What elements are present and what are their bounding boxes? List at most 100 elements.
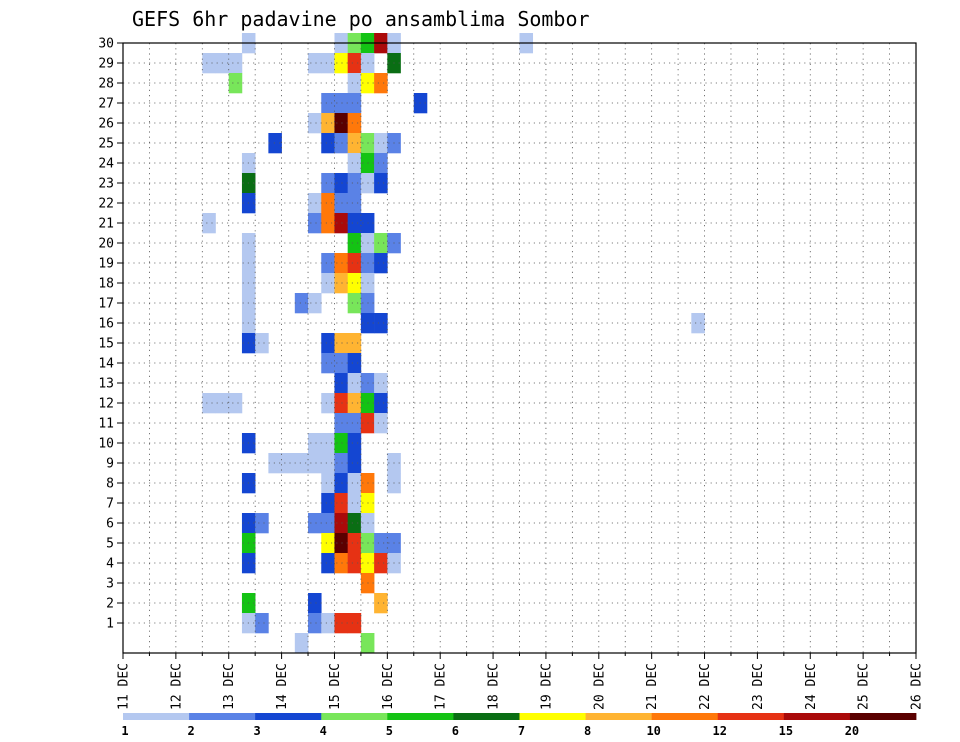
heatmap-cell — [321, 473, 335, 494]
heatmap-cell — [255, 613, 269, 634]
heatmap-cell — [334, 193, 348, 214]
heatmap-cell — [228, 73, 243, 94]
x-tick-label: 15 DEC — [328, 663, 343, 710]
y-tick-label: 28 — [98, 77, 114, 92]
heatmap-cell — [321, 93, 335, 114]
x-tick-label: 26 DEC — [910, 663, 925, 710]
heatmap-cell — [334, 173, 348, 194]
heatmap-cell — [334, 453, 348, 474]
heatmap-cell — [347, 153, 362, 174]
heatmap-cell — [334, 613, 348, 634]
colorbar-swatch — [717, 713, 785, 720]
heatmap-cell — [321, 53, 335, 74]
heatmap-cell — [334, 273, 348, 294]
heatmap-cell — [347, 73, 362, 94]
y-tick-label: 4 — [106, 557, 114, 572]
heatmap-cell — [374, 133, 388, 154]
heatmap-cell — [374, 173, 388, 194]
y-tick-label: 10 — [98, 437, 114, 452]
heatmap-cell — [255, 333, 269, 354]
heatmap-cell — [308, 433, 322, 454]
y-tick-label: 6 — [106, 517, 114, 532]
heatmap-cell — [202, 213, 216, 234]
colorbar-label: 5 — [386, 724, 393, 738]
colorbar-swatch — [123, 713, 190, 720]
x-tick-label: 22 DEC — [698, 663, 713, 710]
heatmap-cell — [334, 533, 348, 554]
heatmap-cell — [268, 453, 282, 474]
x-tick-label: 25 DEC — [857, 663, 872, 710]
colorbar-label: 15 — [779, 724, 793, 738]
heatmap-cell — [334, 113, 348, 134]
chart-title: GEFS 6hr padavine po ansamblima Sombor — [132, 7, 590, 31]
heatmap-cell — [228, 53, 243, 74]
colorbar-label: 4 — [320, 724, 327, 738]
x-tick-label: 20 DEC — [592, 663, 607, 710]
y-tick-label: 24 — [98, 157, 114, 172]
heatmap-cell — [347, 173, 362, 194]
y-tick-label: 9 — [106, 457, 114, 472]
heatmap-cell — [374, 533, 388, 554]
heatmap-cell — [281, 453, 296, 474]
colorbar-label: 6 — [452, 724, 459, 738]
heatmap-cell — [321, 533, 335, 554]
y-tick-label: 21 — [98, 217, 114, 232]
colorbar-legend: 1 2 3 4 5 6 7 8 10 12 15 20 — [121, 713, 917, 738]
x-tick-label: 16 DEC — [381, 663, 396, 710]
y-tick-label: 26 — [98, 117, 114, 132]
x-tick-label: 19 DEC — [539, 663, 554, 710]
heatmap-cell — [347, 473, 362, 494]
heatmap-cell — [347, 233, 362, 254]
colorbar-swatch — [255, 713, 322, 720]
heatmap-cell — [321, 453, 335, 474]
heatmap-cell — [374, 313, 388, 334]
y-tick-label: 17 — [98, 297, 114, 312]
heatmap-cell — [347, 413, 362, 434]
y-tick-label: 1 — [106, 617, 114, 632]
heatmap-cell — [374, 73, 388, 94]
y-tick-label: 30 — [98, 37, 114, 52]
heatmap-cell — [374, 233, 388, 254]
heatmap-cell — [308, 593, 322, 614]
heatmap-cells — [202, 33, 705, 654]
y-tick-label: 27 — [98, 97, 114, 112]
colorbar-swatch — [849, 713, 917, 720]
heatmap-cell — [347, 393, 362, 414]
heatmap-cell — [202, 393, 216, 414]
heatmap-cell — [321, 213, 335, 234]
colorbar-swatch — [783, 713, 851, 720]
heatmap-cell — [347, 113, 362, 134]
heatmap-cell — [294, 453, 309, 474]
heatmap-cell — [308, 213, 322, 234]
axes: 1234567891011121314151617181920212223242… — [98, 37, 924, 710]
heatmap-cell — [294, 293, 309, 314]
colorbar-label: 1 — [121, 724, 128, 738]
heatmap-cell — [347, 93, 362, 114]
heatmap-cell — [334, 93, 348, 114]
y-tick-label: 5 — [106, 537, 114, 552]
y-tick-label: 18 — [98, 277, 114, 292]
colorbar-label: 12 — [713, 724, 727, 738]
heatmap-cell — [334, 133, 348, 154]
heatmap-cell — [347, 293, 362, 314]
heatmap-cell — [321, 353, 335, 374]
heatmap-cell — [347, 133, 362, 154]
y-tick-label: 29 — [98, 57, 114, 72]
heatmap-cell — [334, 393, 348, 414]
y-tick-label: 7 — [106, 497, 114, 512]
heatmap-cell — [334, 413, 348, 434]
heatmap-cell — [334, 213, 348, 234]
y-tick-label: 11 — [98, 417, 114, 432]
heatmap-cell — [347, 253, 362, 274]
y-tick-label: 8 — [106, 477, 114, 492]
heatmap-cell — [308, 513, 322, 534]
colorbar-label: 10 — [646, 724, 660, 738]
heatmap-cell — [308, 113, 322, 134]
heatmap-cell — [228, 393, 243, 414]
heatmap-cell — [321, 393, 335, 414]
heatmap-cell — [347, 433, 362, 454]
x-tick-label: 12 DEC — [169, 663, 184, 710]
heatmap-cell — [347, 533, 362, 554]
heatmap-cell — [321, 193, 335, 214]
